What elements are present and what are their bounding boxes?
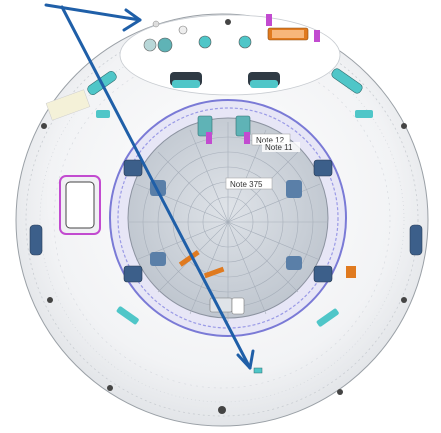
note-labels: Note 12 Note 11 Note 375: [225, 133, 300, 190]
note-375-label: Note 375: [230, 180, 263, 189]
note-12-label: Note 12: [256, 136, 285, 145]
inner-structures: [123, 115, 333, 315]
teal-hardware-top: [87, 68, 373, 118]
note-11-label: Note 11: [265, 143, 293, 152]
pointer-arrow-icon: [60, 5, 255, 370]
side-bays: [29, 89, 423, 278]
target-component: [253, 367, 263, 374]
bottom-hardware: [41, 123, 407, 414]
pointer-arrows: [44, 3, 255, 370]
pointer-arrow-icon: [44, 3, 142, 32]
top-crown: [119, 14, 341, 96]
